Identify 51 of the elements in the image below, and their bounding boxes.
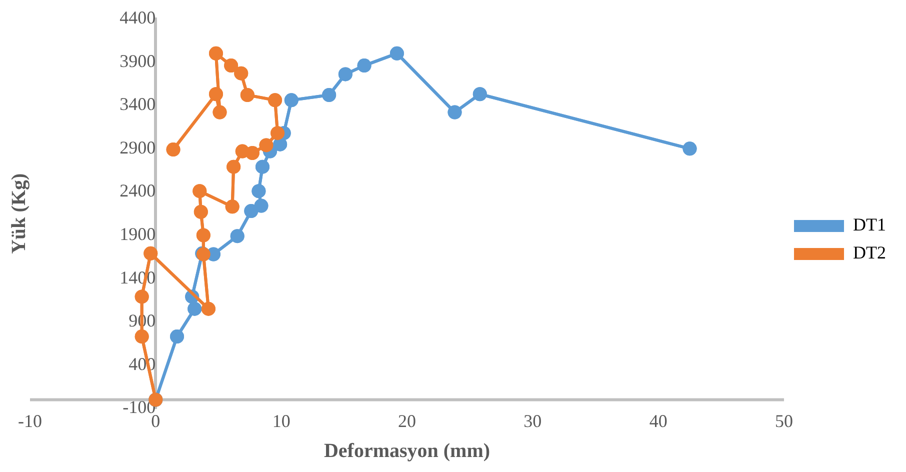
x-tick-label: 50 xyxy=(775,410,794,431)
point xyxy=(208,46,223,60)
point xyxy=(144,246,158,260)
x-tick-label: 10 xyxy=(272,410,290,431)
legend-label: DT1 xyxy=(853,214,886,235)
point xyxy=(259,138,274,152)
y-tick-label: 1900 xyxy=(120,224,156,244)
y-tick-label: 4400 xyxy=(120,8,156,28)
point xyxy=(268,93,282,108)
point xyxy=(357,58,372,73)
y-tick-label: 2900 xyxy=(120,137,156,158)
x-tick-label: 30 xyxy=(524,410,542,431)
point xyxy=(225,200,240,214)
y-tick-label: 2400 xyxy=(120,180,156,201)
point xyxy=(244,204,258,218)
point xyxy=(245,146,260,160)
point xyxy=(226,160,241,174)
point xyxy=(472,87,487,102)
point xyxy=(255,160,270,174)
legend-label: DT2 xyxy=(853,242,886,263)
point xyxy=(224,58,238,73)
point xyxy=(188,302,202,316)
point xyxy=(322,88,336,102)
point xyxy=(390,46,404,60)
x-tick-label: 40 xyxy=(649,410,668,431)
point xyxy=(240,88,254,102)
y-tick-label: 3900 xyxy=(120,50,156,71)
point xyxy=(192,184,207,198)
point xyxy=(134,330,149,344)
point xyxy=(270,126,285,140)
y-tick-label: 3400 xyxy=(120,94,156,114)
x-tick-label: 20 xyxy=(398,410,416,431)
point xyxy=(234,66,248,80)
point xyxy=(212,105,227,120)
point xyxy=(284,93,298,108)
point xyxy=(201,302,216,316)
x-axis-title: Deformasyon (mm) xyxy=(324,440,490,462)
point xyxy=(208,87,223,102)
y-axis-title: Yük (Kg) xyxy=(8,173,30,254)
point xyxy=(682,142,697,156)
point xyxy=(338,67,352,82)
point xyxy=(448,105,462,120)
point xyxy=(196,228,210,242)
x-tick-label: -10 xyxy=(18,410,42,431)
point xyxy=(166,142,180,157)
point xyxy=(252,184,266,198)
point xyxy=(230,229,244,244)
point xyxy=(170,330,184,344)
point xyxy=(134,290,149,304)
point xyxy=(254,198,268,213)
point xyxy=(194,204,208,219)
